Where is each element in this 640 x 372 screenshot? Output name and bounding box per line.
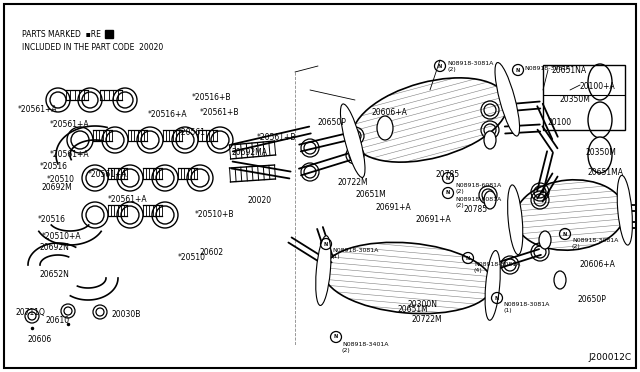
Ellipse shape <box>617 175 632 245</box>
Text: N: N <box>438 64 442 68</box>
Text: N08918-3081A
(4): N08918-3081A (4) <box>474 262 520 273</box>
Text: *20561+A: *20561+A <box>88 170 127 179</box>
Text: N08918-3081A
(1): N08918-3081A (1) <box>503 302 549 313</box>
Text: 20691+A: 20691+A <box>375 203 411 212</box>
Ellipse shape <box>484 191 496 209</box>
Ellipse shape <box>588 137 612 173</box>
Text: *20516: *20516 <box>38 215 66 224</box>
Text: 20100: 20100 <box>548 118 572 127</box>
Text: *20510: *20510 <box>47 175 75 184</box>
Text: 20350M: 20350M <box>585 148 616 157</box>
Text: 20652N: 20652N <box>40 270 70 279</box>
Text: 20100+A: 20100+A <box>580 82 616 91</box>
Text: 20722M: 20722M <box>338 178 369 187</box>
Ellipse shape <box>485 250 500 320</box>
Text: N: N <box>446 190 450 196</box>
Text: N: N <box>334 334 338 340</box>
Text: N08918-6081A
(2): N08918-6081A (2) <box>455 197 501 208</box>
Text: N: N <box>563 231 567 237</box>
Text: 20606: 20606 <box>28 335 52 344</box>
Text: 20030B: 20030B <box>112 310 141 319</box>
Text: 20651MA: 20651MA <box>587 168 623 177</box>
Ellipse shape <box>340 104 365 177</box>
Ellipse shape <box>377 116 393 140</box>
Text: 20651M: 20651M <box>398 305 429 314</box>
Bar <box>543 65 625 130</box>
Text: 20606+A: 20606+A <box>580 260 616 269</box>
Text: 20692MA: 20692MA <box>232 148 268 157</box>
Ellipse shape <box>495 62 520 136</box>
Text: N: N <box>495 295 499 301</box>
Text: 20722M: 20722M <box>412 315 443 324</box>
Ellipse shape <box>352 78 508 162</box>
Text: 20606+A: 20606+A <box>372 108 408 117</box>
Text: 20650P: 20650P <box>318 118 347 127</box>
Text: 20300N: 20300N <box>407 300 437 309</box>
Text: *20561: *20561 <box>178 128 206 137</box>
Text: *20516+A: *20516+A <box>148 110 188 119</box>
Text: N: N <box>516 67 520 73</box>
Text: *20516: *20516 <box>40 162 68 171</box>
Text: N08918-3401A
(2): N08918-3401A (2) <box>342 342 388 353</box>
Text: INCLUDED IN THE PART CODE  20020: INCLUDED IN THE PART CODE 20020 <box>22 43 163 52</box>
Text: 20650P: 20650P <box>578 295 607 304</box>
Text: *20561+A: *20561+A <box>18 105 58 114</box>
Text: *20510+B: *20510+B <box>195 210 234 219</box>
Ellipse shape <box>588 64 612 100</box>
Text: 20785: 20785 <box>435 170 459 179</box>
Text: 20651M: 20651M <box>356 190 387 199</box>
Ellipse shape <box>539 231 551 249</box>
Ellipse shape <box>484 131 496 149</box>
Text: *20510+A: *20510+A <box>42 232 82 241</box>
Text: 20785: 20785 <box>463 205 487 214</box>
Text: N: N <box>324 241 328 247</box>
Text: 20691+A: 20691+A <box>415 215 451 224</box>
Text: N08918-3081A
(2): N08918-3081A (2) <box>447 61 493 72</box>
Text: 20651NA: 20651NA <box>552 66 587 75</box>
Text: *20561+A: *20561+A <box>50 150 90 159</box>
Text: *20561+A: *20561+A <box>108 195 148 204</box>
Ellipse shape <box>316 236 331 305</box>
Text: PARTS MARKED  ▪RE: PARTS MARKED ▪RE <box>22 30 101 39</box>
Text: N: N <box>446 176 450 180</box>
Text: N08918-3081A
(1): N08918-3081A (1) <box>332 248 378 259</box>
Text: 20610: 20610 <box>45 316 69 325</box>
Text: 20711Q: 20711Q <box>15 308 45 317</box>
Text: *20561+A: *20561+A <box>50 120 90 129</box>
Text: 20020: 20020 <box>248 196 272 205</box>
Bar <box>105 30 113 38</box>
Text: N08918-3081A
(2): N08918-3081A (2) <box>572 238 618 249</box>
Ellipse shape <box>515 180 625 250</box>
Text: *20510: *20510 <box>178 253 206 262</box>
Ellipse shape <box>323 242 493 314</box>
Text: J200012C: J200012C <box>589 353 632 362</box>
Text: 20692M: 20692M <box>42 183 73 192</box>
Text: 20602: 20602 <box>200 248 224 257</box>
Text: N: N <box>466 256 470 260</box>
Ellipse shape <box>554 271 566 289</box>
Text: *20561+B: *20561+B <box>257 133 296 142</box>
Text: *20561+B: *20561+B <box>200 108 239 117</box>
Text: N08918-3081A: N08918-3081A <box>524 66 570 71</box>
Ellipse shape <box>588 102 612 138</box>
Text: 20350M: 20350M <box>560 95 591 104</box>
Text: 20692N: 20692N <box>40 243 70 252</box>
Text: *20516+B: *20516+B <box>192 93 232 102</box>
Ellipse shape <box>508 185 523 255</box>
Text: N08918-6081A
(2): N08918-6081A (2) <box>455 183 501 194</box>
